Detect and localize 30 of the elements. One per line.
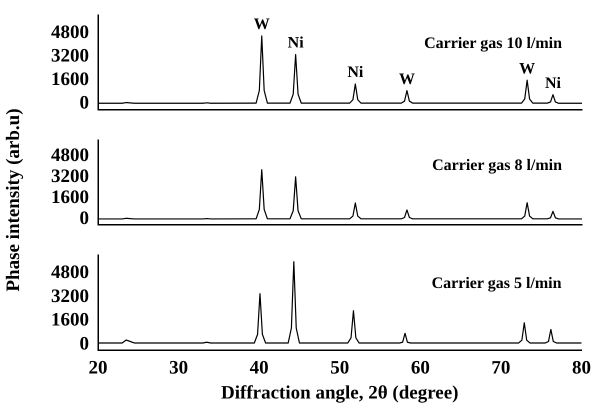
x-tick-label: 50	[330, 358, 350, 379]
annotation: Ni	[544, 74, 562, 92]
annotation: W	[398, 70, 415, 88]
text: Carrier gas 10 l/min	[424, 34, 562, 52]
annotation: Ni	[347, 64, 364, 82]
x-tick-label: 80	[572, 358, 591, 379]
y-tick-label: 1600	[51, 69, 89, 90]
y-tick-label: 1600	[51, 187, 89, 208]
x-tick-label: 60	[410, 358, 430, 379]
annotation: Ni	[288, 34, 304, 52]
y-axis-title: Phase intensity (arb.u)	[3, 108, 25, 292]
x-axis-title: Diffraction angle, 2θ (degree)	[221, 382, 458, 404]
y-tick-label: 0	[80, 333, 89, 354]
y-tick-label: 4800	[51, 262, 89, 284]
annotation: W	[254, 16, 270, 34]
x-tick-label: 30	[169, 358, 188, 379]
x-tick-label: 40	[250, 358, 269, 379]
y-tick-label: 3200	[51, 46, 89, 67]
y-tick-label: 3200	[51, 286, 89, 307]
y-tick-label: 3200	[51, 166, 89, 188]
annotation: W	[519, 60, 536, 78]
y-tick-label: 0	[80, 92, 89, 114]
y-tick-label: 0	[80, 208, 89, 230]
text: Carrier gas 5 l/min	[432, 275, 562, 292]
y-tick-label: 4800	[51, 22, 89, 43]
x-tick-label: 70	[491, 358, 510, 379]
text: Carrier gas 8 l/min	[432, 156, 562, 174]
x-tick-label: 20	[88, 358, 108, 379]
y-tick-label: 1600	[51, 310, 89, 331]
y-tick-label: 4800	[51, 145, 89, 166]
